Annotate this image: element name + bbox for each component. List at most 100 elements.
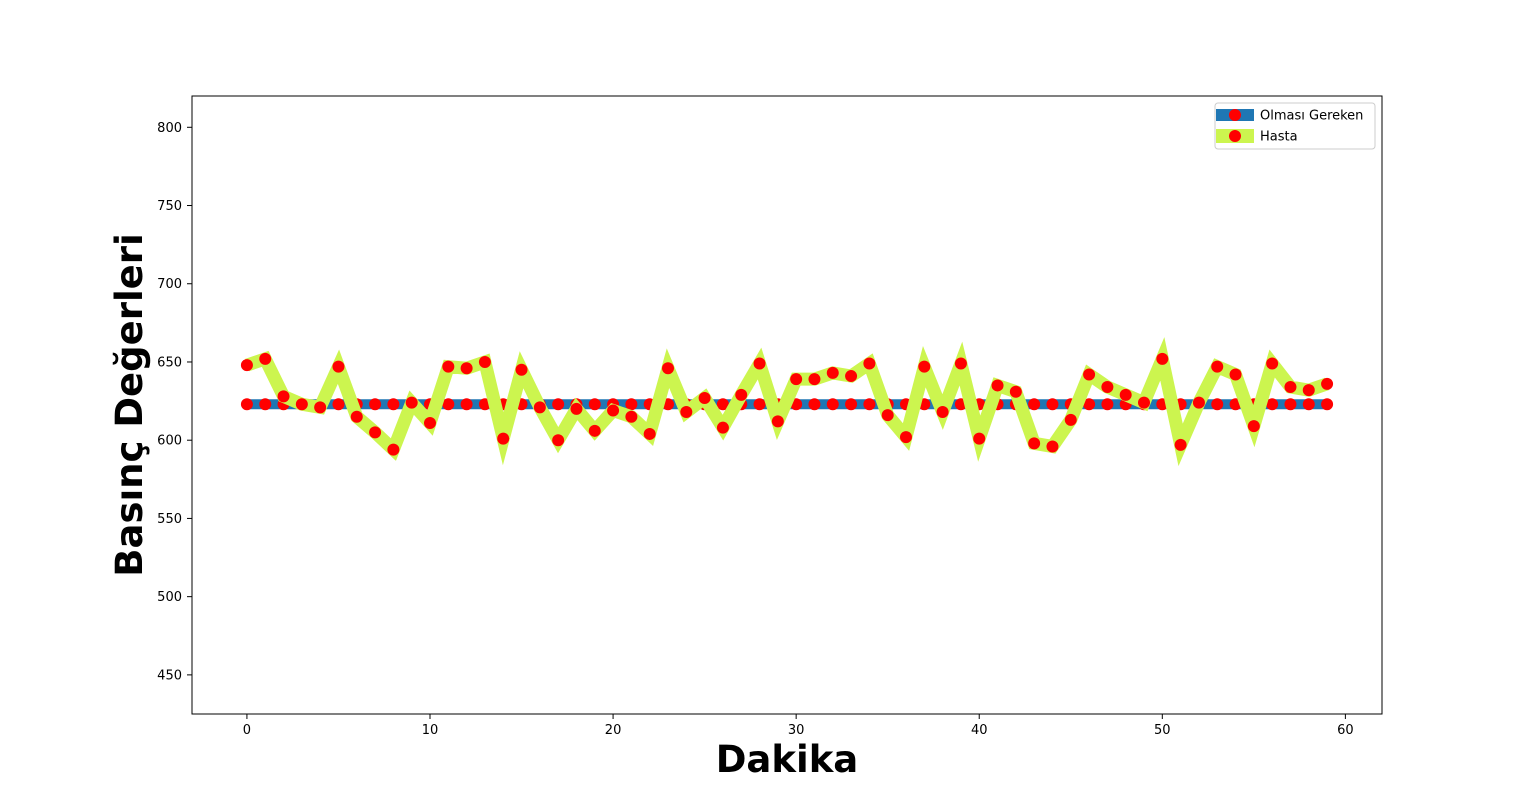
data-point [442,360,455,373]
data-point [1211,398,1224,411]
data-point [259,398,272,411]
data-point [625,410,638,423]
data-point [991,379,1004,392]
y-tick-label: 650 [157,355,182,370]
data-point [680,406,693,419]
x-tick-label: 40 [971,723,988,738]
data-point [1119,388,1132,401]
data-point [588,424,601,437]
data-point [460,362,473,375]
data-point [314,401,327,414]
series-layer [240,337,1334,467]
data-point [863,398,876,411]
data-point [1247,420,1260,433]
data-point [588,398,601,411]
data-point [643,427,656,440]
data-point [698,391,711,404]
data-point [1211,360,1224,373]
data-point [442,398,455,411]
data-point [881,409,894,422]
data-point [1083,398,1096,411]
data-point [277,390,290,403]
data-point [753,357,766,370]
data-point [1321,398,1334,411]
data-point [625,398,638,411]
data-point [826,366,839,379]
data-point [369,426,382,439]
x-axis-title: Dakika [716,738,859,781]
plot-frame [191,95,1383,715]
data-point [1284,381,1297,394]
series-1 [240,337,1334,467]
legend-label: Hasta [1260,130,1298,145]
data-point [918,360,931,373]
x-tick-label: 50 [1154,723,1171,738]
data-point [1009,385,1022,398]
data-point [1302,398,1315,411]
data-point [387,398,400,411]
data-point [1101,398,1114,411]
data-point [295,398,308,411]
data-point [1266,357,1279,370]
data-point [973,432,986,445]
legend-marker [1229,130,1241,142]
data-point [662,362,674,375]
data-point [1028,437,1041,450]
data-point [350,410,363,423]
x-axis: 0 10 20 30 40 50 60 [243,714,1354,738]
data-point [845,398,858,411]
data-point [900,431,912,444]
data-point [1174,438,1187,451]
data-point [460,398,473,411]
legend-label: Olması Gereken [1260,109,1363,124]
data-point [790,373,803,386]
data-point [716,398,729,411]
data-point [1083,368,1096,381]
data-point [497,432,510,445]
y-tick-label: 800 [157,121,182,136]
data-point [1046,398,1059,411]
data-point [845,370,858,383]
data-point [771,415,784,428]
y-tick-label: 450 [157,668,182,683]
data-point [1229,368,1242,381]
data-point [424,416,436,429]
data-point [1138,396,1150,409]
data-point [1101,381,1114,394]
y-axis-title: Basınç Değerleri [108,233,151,576]
y-axis: 450 500 550 600 650 700 750 800 [157,121,192,683]
y-tick-label: 600 [157,434,182,449]
data-point [1156,352,1169,365]
legend-box [1214,102,1376,150]
data-point [1266,398,1279,411]
data-point [716,421,729,434]
data-point [753,398,766,411]
data-point [332,360,345,373]
data-point [1028,398,1041,411]
data-point [332,398,345,411]
x-tick-label: 60 [1337,723,1354,738]
y-tick-label: 550 [157,512,182,527]
y-tick-label: 500 [157,590,182,605]
data-point [259,352,272,365]
data-point [1064,413,1077,426]
data-point [515,363,528,376]
data-point [808,398,821,411]
data-point [552,434,565,447]
data-point [570,402,583,415]
data-point [1046,440,1059,453]
x-tick-label: 20 [605,723,622,738]
data-point [552,398,565,411]
data-point [533,401,546,414]
data-point [936,406,949,419]
x-tick-label: 10 [422,723,439,738]
y-tick-label: 700 [157,277,182,292]
data-point [1302,384,1315,397]
data-point [808,373,821,386]
data-point [863,357,876,370]
data-point [1192,396,1205,409]
data-point [369,398,382,411]
data-point [954,357,967,370]
